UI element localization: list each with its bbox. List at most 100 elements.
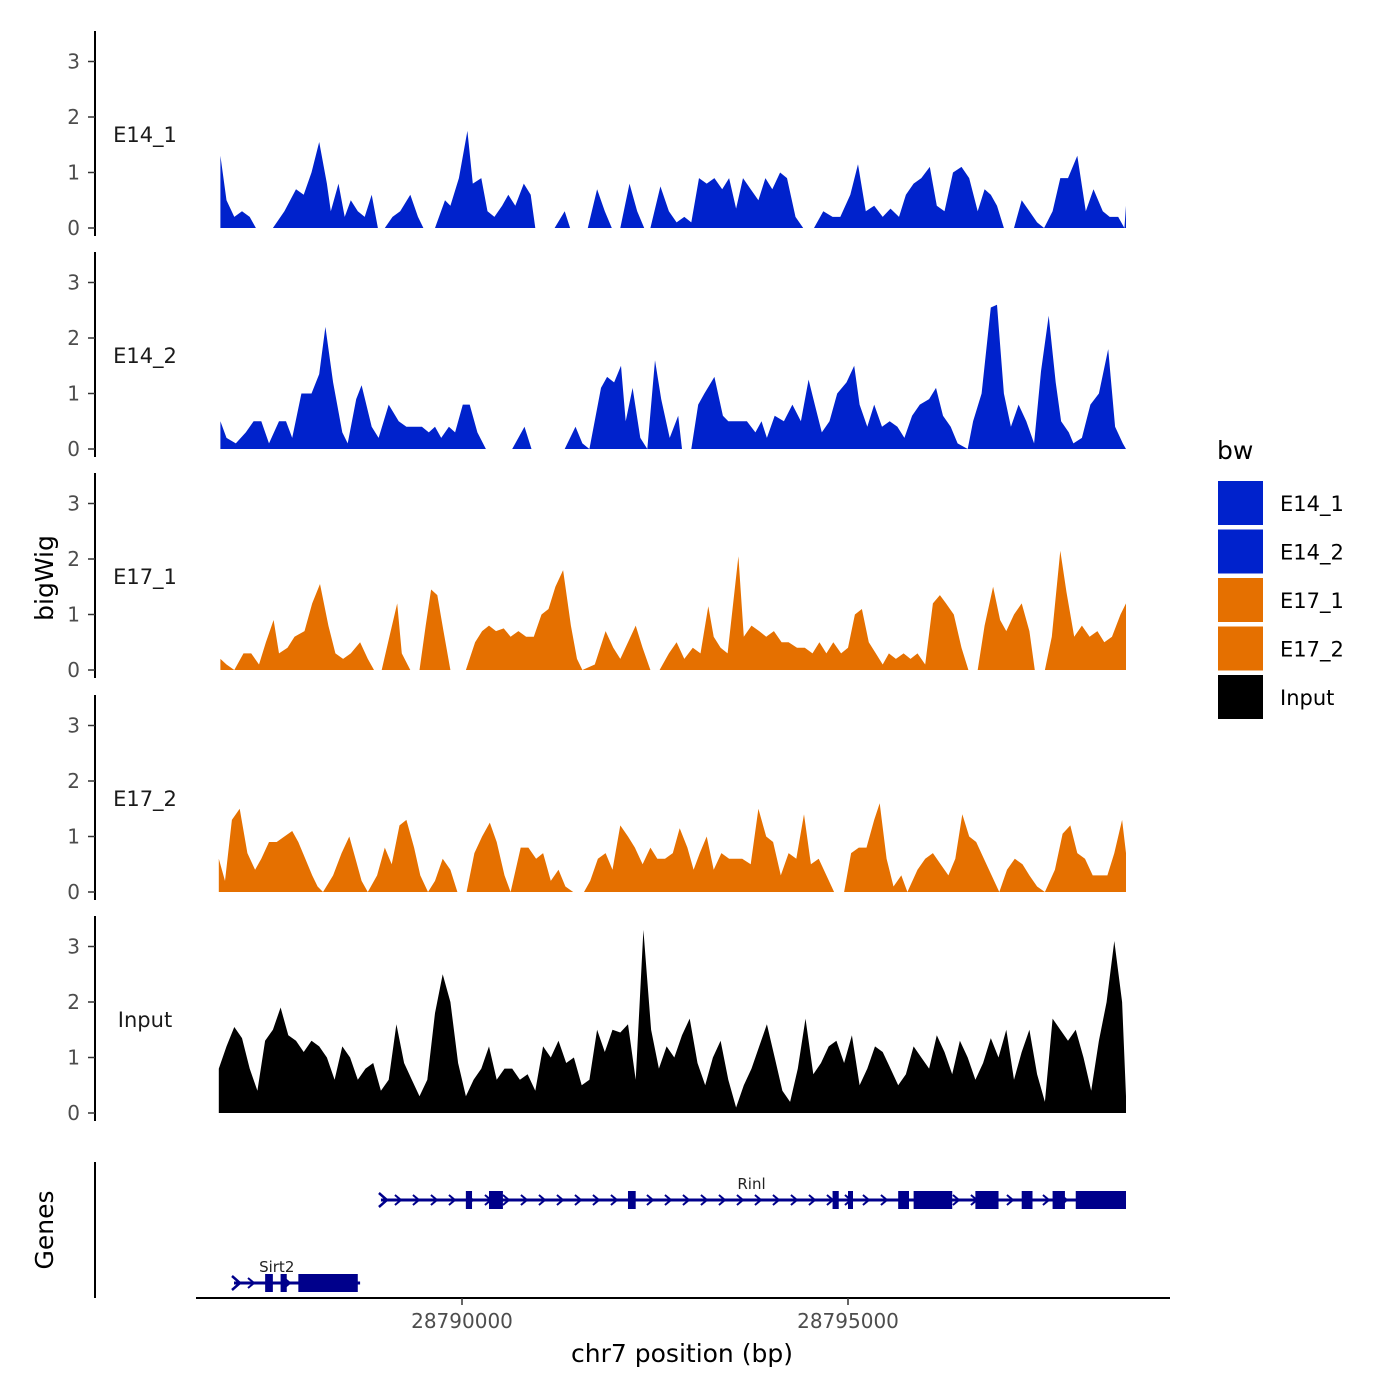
strand-arrow bbox=[574, 1194, 583, 1206]
strand-arrow bbox=[880, 1194, 889, 1206]
y-tick-label: 0 bbox=[67, 437, 80, 461]
legend-swatch bbox=[1218, 481, 1263, 525]
track-e14-1: 0 1 2 3 E14_1 bbox=[67, 31, 1126, 240]
track-e17-2: 0 1 2 3 E17_2 bbox=[67, 695, 1127, 904]
y-tick-label: 1 bbox=[67, 1046, 80, 1070]
y-tick-label: 1 bbox=[67, 382, 80, 406]
strand-arrow bbox=[736, 1194, 745, 1206]
x-tick-label: 28795000 bbox=[797, 1309, 899, 1333]
exon bbox=[832, 1191, 839, 1209]
strand-arrow bbox=[718, 1194, 727, 1206]
legend-label: E17_1 bbox=[1280, 589, 1344, 614]
y-tick-label: 1 bbox=[67, 603, 80, 627]
exon bbox=[627, 1191, 636, 1209]
x-axis-title: chr7 position (bp) bbox=[571, 1339, 793, 1368]
strand-arrow bbox=[247, 1277, 256, 1289]
track-label: Input bbox=[118, 1008, 172, 1032]
track-label: E17_1 bbox=[113, 565, 177, 590]
exon bbox=[465, 1191, 473, 1209]
exon bbox=[848, 1191, 853, 1209]
track-e14-2: 0 1 2 3 E14_2 bbox=[67, 252, 1126, 461]
gene-sirt2: Sirt2 bbox=[231, 1258, 361, 1292]
genes-axis-title: Genes bbox=[30, 1190, 59, 1269]
strand-arrow bbox=[412, 1194, 421, 1206]
strand-arrow bbox=[1042, 1194, 1051, 1206]
strand-arrow bbox=[430, 1194, 439, 1206]
legend-label: E17_2 bbox=[1280, 638, 1344, 663]
strand-arrow bbox=[952, 1194, 961, 1206]
gene-label: Rinl bbox=[737, 1175, 765, 1193]
gene-start-marker bbox=[231, 1275, 242, 1291]
series-area-e14-2 bbox=[220, 304, 1126, 449]
strand-arrow bbox=[1006, 1194, 1015, 1206]
strand-arrow bbox=[592, 1194, 601, 1206]
gene-rinl: Rinl bbox=[378, 1175, 1126, 1209]
series-area-e17-2 bbox=[218, 803, 1127, 892]
y-tick-label: 1 bbox=[67, 825, 80, 849]
exon bbox=[1052, 1191, 1065, 1209]
exon bbox=[298, 1274, 358, 1292]
gene-start-marker bbox=[378, 1192, 389, 1208]
strand-arrow bbox=[754, 1194, 763, 1206]
strand-arrow bbox=[646, 1194, 655, 1206]
strand-arrow bbox=[664, 1194, 673, 1206]
strand-arrow bbox=[862, 1194, 871, 1206]
strand-arrow bbox=[502, 1194, 511, 1206]
y-tick-label: 2 bbox=[67, 105, 80, 129]
y-tick-label: 0 bbox=[67, 658, 80, 682]
exon bbox=[1075, 1191, 1126, 1209]
strand-arrow bbox=[394, 1194, 403, 1206]
strand-arrow bbox=[610, 1194, 619, 1206]
exon bbox=[975, 1191, 999, 1209]
strand-arrow bbox=[538, 1194, 547, 1206]
y-tick-label: 0 bbox=[67, 1101, 80, 1125]
strand-arrow bbox=[682, 1194, 691, 1206]
legend-label: E14_2 bbox=[1280, 541, 1344, 566]
y-tick-label: 2 bbox=[67, 769, 80, 793]
tracks-group: 0 1 2 3 E14_1 0 1 2 3 E14_2 0 1 2 3 E17_1 0 1 2 3 E17_2 0 1 2 3… bbox=[67, 31, 1127, 1125]
legend-title: bw bbox=[1217, 436, 1253, 465]
exon bbox=[898, 1191, 909, 1209]
track-label: E14_1 bbox=[113, 123, 177, 148]
series-area-input bbox=[218, 929, 1127, 1113]
exon bbox=[913, 1191, 953, 1209]
strand-arrow bbox=[448, 1194, 457, 1206]
exon bbox=[265, 1274, 273, 1292]
genes-track: Rinl Sirt2 bbox=[94, 1162, 1126, 1298]
legend-swatch bbox=[1218, 626, 1263, 671]
track-label: E14_2 bbox=[113, 344, 177, 369]
legend-swatch bbox=[1218, 529, 1263, 574]
legend-label: Input bbox=[1280, 686, 1334, 710]
legend: bw E14_1 E14_2 E17_1 E17_2 Input bbox=[1217, 436, 1344, 719]
y-tick-label: 3 bbox=[67, 271, 80, 295]
y-tick-label: 3 bbox=[67, 492, 80, 516]
y-tick-label: 2 bbox=[67, 326, 80, 350]
y-tick-label: 3 bbox=[67, 935, 80, 959]
legend-label: E14_1 bbox=[1280, 492, 1344, 517]
strand-arrow bbox=[520, 1194, 529, 1206]
exon bbox=[1021, 1191, 1033, 1209]
series-area-e14-1 bbox=[220, 128, 1126, 228]
strand-arrow bbox=[772, 1194, 781, 1206]
y-axis-title: bigWig bbox=[30, 535, 59, 621]
track-input: 0 1 2 3 Input bbox=[67, 916, 1127, 1125]
y-tick-label: 0 bbox=[67, 880, 80, 904]
series-area-e17-1 bbox=[220, 550, 1126, 670]
strand-arrow bbox=[808, 1194, 817, 1206]
y-tick-label: 3 bbox=[67, 50, 80, 74]
legend-swatch bbox=[1218, 675, 1263, 719]
exon bbox=[280, 1274, 287, 1292]
y-tick-label: 2 bbox=[67, 547, 80, 571]
y-tick-label: 1 bbox=[67, 161, 80, 185]
y-tick-label: 3 bbox=[67, 714, 80, 738]
strand-arrow bbox=[556, 1194, 565, 1206]
strand-arrow bbox=[700, 1194, 709, 1206]
track-e17-1: 0 1 2 3 E17_1 bbox=[67, 473, 1126, 682]
x-axis-ticks: 28790000 28795000 bbox=[411, 1298, 899, 1333]
strand-arrow bbox=[790, 1194, 799, 1206]
legend-swatch bbox=[1218, 578, 1263, 622]
y-tick-label: 0 bbox=[67, 216, 80, 240]
exon bbox=[489, 1191, 503, 1209]
x-tick-label: 28790000 bbox=[411, 1309, 513, 1333]
